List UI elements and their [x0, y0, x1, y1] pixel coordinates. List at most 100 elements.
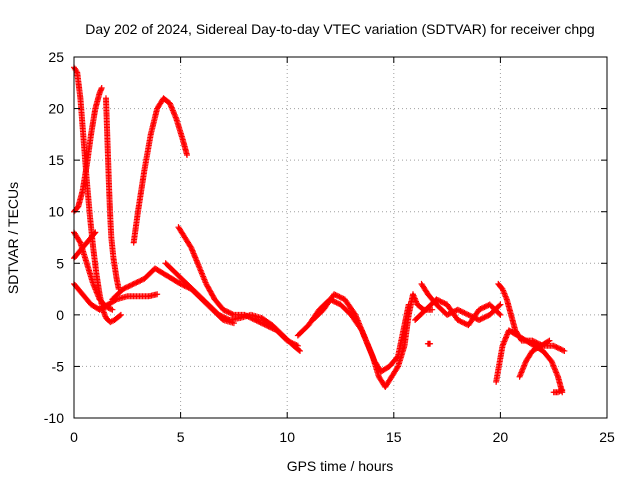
data-point: [337, 294, 344, 301]
data-point: [178, 281, 185, 288]
data-point: [333, 299, 340, 306]
data-point: [436, 297, 443, 304]
data-point: [122, 284, 129, 291]
data-point: [223, 315, 230, 322]
data-point: [482, 303, 489, 310]
data-point: [229, 311, 236, 318]
data-point: [295, 347, 302, 354]
data-point: [339, 295, 346, 302]
series-arc-3: [102, 95, 122, 293]
y-tick-label: 20: [48, 101, 64, 117]
data-point: [557, 387, 564, 394]
data-point: [335, 293, 342, 300]
data-point: [177, 280, 184, 287]
data-point: [222, 315, 229, 322]
series-arc-18: [550, 387, 566, 396]
data-point: [497, 311, 504, 318]
data-point: [220, 306, 227, 313]
y-tick-label: 10: [48, 204, 64, 220]
x-tick-label: 5: [177, 429, 185, 445]
series-arc-2: [71, 84, 105, 215]
data-point: [187, 243, 194, 250]
data-point: [480, 315, 487, 322]
data-point: [116, 312, 123, 319]
data-point: [124, 284, 131, 291]
data-point: [222, 307, 229, 314]
data-point: [254, 318, 261, 325]
data-point: [460, 319, 467, 326]
data-point: [497, 301, 504, 308]
series-arc-10: [162, 260, 303, 354]
data-point: [558, 346, 565, 353]
data-point: [183, 151, 190, 158]
data-point: [91, 230, 98, 237]
data-point: [461, 309, 468, 316]
y-tick-label: -5: [52, 358, 65, 374]
data-point: [117, 311, 124, 318]
data-point: [481, 304, 488, 311]
data-point: [477, 316, 484, 323]
data-point: [444, 311, 451, 318]
data-point: [296, 347, 303, 354]
x-tick-label: 25: [599, 429, 615, 445]
data-point: [136, 278, 143, 285]
data-point: [462, 310, 469, 317]
data-point: [330, 298, 337, 305]
series-arc-16: [493, 327, 566, 396]
series-arc-12: [309, 291, 412, 375]
x-tick-label: 0: [70, 429, 78, 445]
data-point: [496, 302, 503, 309]
series-arc-8: [130, 95, 190, 246]
data-point: [126, 282, 133, 289]
data-point: [133, 279, 140, 286]
data-point: [332, 291, 339, 298]
data-point: [561, 347, 568, 354]
data-point: [456, 307, 463, 314]
data-point: [560, 347, 567, 354]
data-point: [546, 337, 553, 344]
data-point: [154, 291, 161, 298]
data-point: [464, 311, 471, 318]
data-point: [481, 314, 488, 321]
data-point: [557, 346, 564, 353]
data-point: [458, 318, 465, 325]
data-point: [336, 293, 343, 300]
data-point: [108, 306, 115, 313]
y-tick-label: -10: [44, 410, 64, 426]
data-point: [130, 280, 137, 287]
data-point: [456, 317, 463, 324]
data-point: [224, 308, 231, 315]
series-arc-6: [71, 280, 161, 313]
data-point: [496, 310, 503, 317]
data-point: [458, 308, 465, 315]
data-points: [71, 64, 568, 396]
data-point: [225, 309, 232, 316]
data-point: [120, 286, 127, 293]
data-point: [219, 313, 226, 320]
data-point: [331, 291, 338, 298]
data-point: [221, 307, 228, 314]
x-axis-label: GPS time / hours: [287, 458, 394, 474]
data-point: [260, 320, 267, 327]
x-tick-label: 15: [386, 429, 402, 445]
data-point: [438, 298, 445, 305]
data-point: [554, 344, 561, 351]
data-point: [461, 320, 468, 327]
data-point: [445, 311, 452, 318]
data-point: [552, 343, 559, 350]
data-point: [477, 306, 484, 313]
data-point: [92, 229, 99, 236]
y-tick-label: 5: [56, 255, 64, 271]
data-point: [454, 317, 461, 324]
data-point: [553, 344, 560, 351]
data-point: [226, 309, 233, 316]
data-point: [441, 300, 448, 307]
data-point: [457, 318, 464, 325]
x-tick-label: 10: [279, 429, 295, 445]
data-point: [217, 312, 224, 319]
data-point: [215, 311, 222, 318]
data-point: [482, 313, 489, 320]
data-point: [76, 238, 83, 245]
series-arc-19: [424, 340, 434, 347]
